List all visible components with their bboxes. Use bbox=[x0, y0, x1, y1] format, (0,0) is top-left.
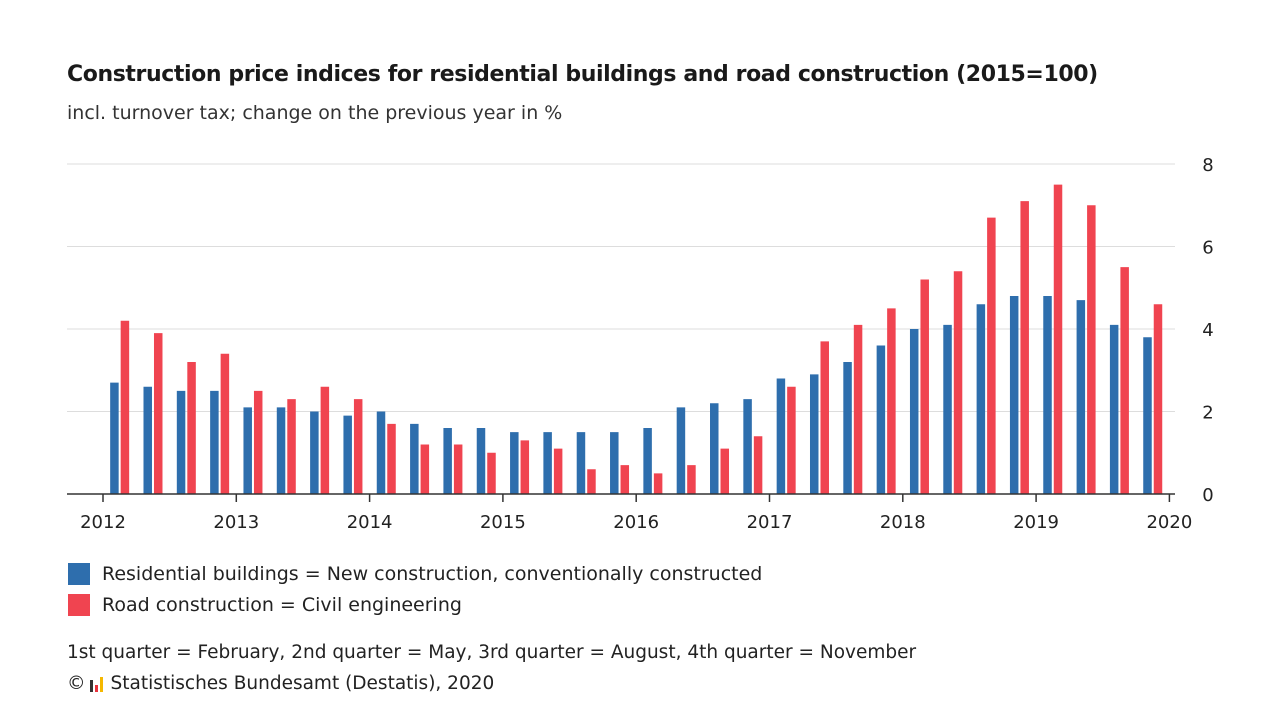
bar-residential bbox=[743, 399, 752, 494]
bar-road bbox=[653, 473, 663, 494]
bar-residential bbox=[943, 324, 952, 494]
bar-residential bbox=[676, 407, 686, 494]
bar-road bbox=[420, 444, 430, 494]
legend-swatch-road bbox=[68, 593, 90, 616]
destatis-logo-icon bbox=[89, 676, 105, 692]
bar-road bbox=[587, 469, 596, 494]
bar-residential bbox=[976, 304, 986, 494]
bar-residential bbox=[643, 428, 652, 494]
bar-road bbox=[1020, 201, 1029, 494]
bar-residential bbox=[410, 423, 419, 494]
bar-road bbox=[520, 440, 530, 494]
bar-residential bbox=[143, 386, 152, 494]
legend-label-residential: Residential buildings = New construction… bbox=[102, 562, 763, 585]
bars bbox=[110, 184, 1163, 494]
bar-residential bbox=[909, 329, 919, 494]
copyright-symbol: © bbox=[67, 673, 86, 694]
x-tick-label: 2014 bbox=[347, 512, 393, 533]
bar-residential bbox=[176, 390, 186, 494]
grid-lines bbox=[67, 163, 1175, 412]
y-tick-label: 8 bbox=[1202, 155, 1213, 176]
x-tick-label: 2012 bbox=[80, 512, 126, 533]
y-tick-label: 4 bbox=[1202, 320, 1213, 341]
bar-residential bbox=[1076, 300, 1086, 494]
bar-road bbox=[1120, 267, 1129, 494]
y-tick-label: 6 bbox=[1202, 238, 1213, 259]
source-line: © Statistisches Bundesamt (Destatis), 20… bbox=[67, 673, 494, 694]
x-tick-label: 2015 bbox=[480, 512, 526, 533]
axes: 0 2 4 6 8 2012 2013 2014 2015 2016 2017 2018 2019 202… bbox=[67, 155, 1214, 533]
bar-residential bbox=[876, 345, 886, 494]
bar-residential bbox=[1109, 324, 1119, 494]
bar-residential bbox=[510, 432, 519, 494]
bar-residential bbox=[276, 407, 286, 494]
bar-residential bbox=[543, 432, 552, 494]
x-tick-label: 2018 bbox=[880, 512, 926, 533]
bar-residential bbox=[1009, 296, 1019, 494]
bar-road bbox=[620, 465, 630, 494]
bar-residential bbox=[610, 432, 619, 494]
bar-road bbox=[853, 324, 863, 494]
x-tick-label: 2016 bbox=[613, 512, 659, 533]
x-tick-label: 2020 bbox=[1146, 512, 1192, 533]
legend-swatch-residential bbox=[68, 562, 90, 585]
bar-road bbox=[820, 341, 829, 494]
bar-residential bbox=[243, 407, 252, 494]
bar-road bbox=[320, 386, 330, 494]
bar-road bbox=[153, 333, 163, 494]
bar-residential bbox=[809, 374, 819, 494]
bar-residential bbox=[443, 428, 452, 494]
legend-label-road: Road construction = Civil engineering bbox=[102, 593, 462, 616]
bar-residential bbox=[110, 382, 119, 494]
bar-road bbox=[487, 452, 496, 494]
bar-road bbox=[253, 390, 263, 494]
bar-road bbox=[1087, 205, 1096, 494]
bar-road bbox=[720, 448, 730, 494]
bar-road bbox=[387, 423, 396, 494]
bar-road bbox=[753, 436, 763, 494]
bar-residential bbox=[843, 362, 852, 494]
bar-residential bbox=[476, 428, 486, 494]
bar-road bbox=[1053, 184, 1063, 494]
legend-item-residential: Residential buildings = New construction… bbox=[68, 558, 762, 589]
bar-residential bbox=[576, 432, 586, 494]
x-tick-label: 2019 bbox=[1013, 512, 1059, 533]
bar-road bbox=[787, 386, 796, 494]
bar-road bbox=[687, 465, 696, 494]
bar-residential bbox=[710, 403, 719, 494]
bar-road bbox=[187, 362, 196, 494]
bar-road bbox=[453, 444, 463, 494]
chart-subtitle: incl. turnover tax; change on the previo… bbox=[67, 102, 563, 124]
bar-road bbox=[987, 217, 996, 494]
legend-item-road: Road construction = Civil engineering bbox=[68, 589, 762, 620]
bar-road bbox=[887, 308, 896, 494]
y-tick-label: 0 bbox=[1202, 485, 1213, 506]
source-text: Statistisches Bundesamt (Destatis), 2020 bbox=[110, 673, 495, 694]
bar-residential bbox=[1143, 337, 1152, 494]
bar-residential bbox=[310, 411, 319, 494]
x-tick-label: 2017 bbox=[747, 512, 793, 533]
bar-road bbox=[553, 448, 563, 494]
legend: Residential buildings = New construction… bbox=[68, 558, 762, 620]
bar-road bbox=[287, 399, 296, 494]
bar-road bbox=[353, 399, 363, 494]
bar-residential bbox=[376, 411, 386, 494]
chart-title: Construction price indices for residenti… bbox=[67, 62, 1098, 87]
bar-residential bbox=[1043, 296, 1052, 494]
bar-road bbox=[220, 353, 230, 494]
bar-residential bbox=[776, 378, 786, 494]
bar-road bbox=[1153, 304, 1163, 494]
bar-residential bbox=[343, 415, 352, 494]
footnote: 1st quarter = February, 2nd quarter = Ma… bbox=[67, 642, 917, 663]
bar-residential bbox=[210, 390, 219, 494]
x-tick-label: 2013 bbox=[213, 512, 259, 533]
bar-road bbox=[953, 271, 963, 494]
bar-road bbox=[920, 279, 929, 494]
bar-road bbox=[120, 320, 130, 494]
y-tick-label: 2 bbox=[1202, 403, 1213, 424]
